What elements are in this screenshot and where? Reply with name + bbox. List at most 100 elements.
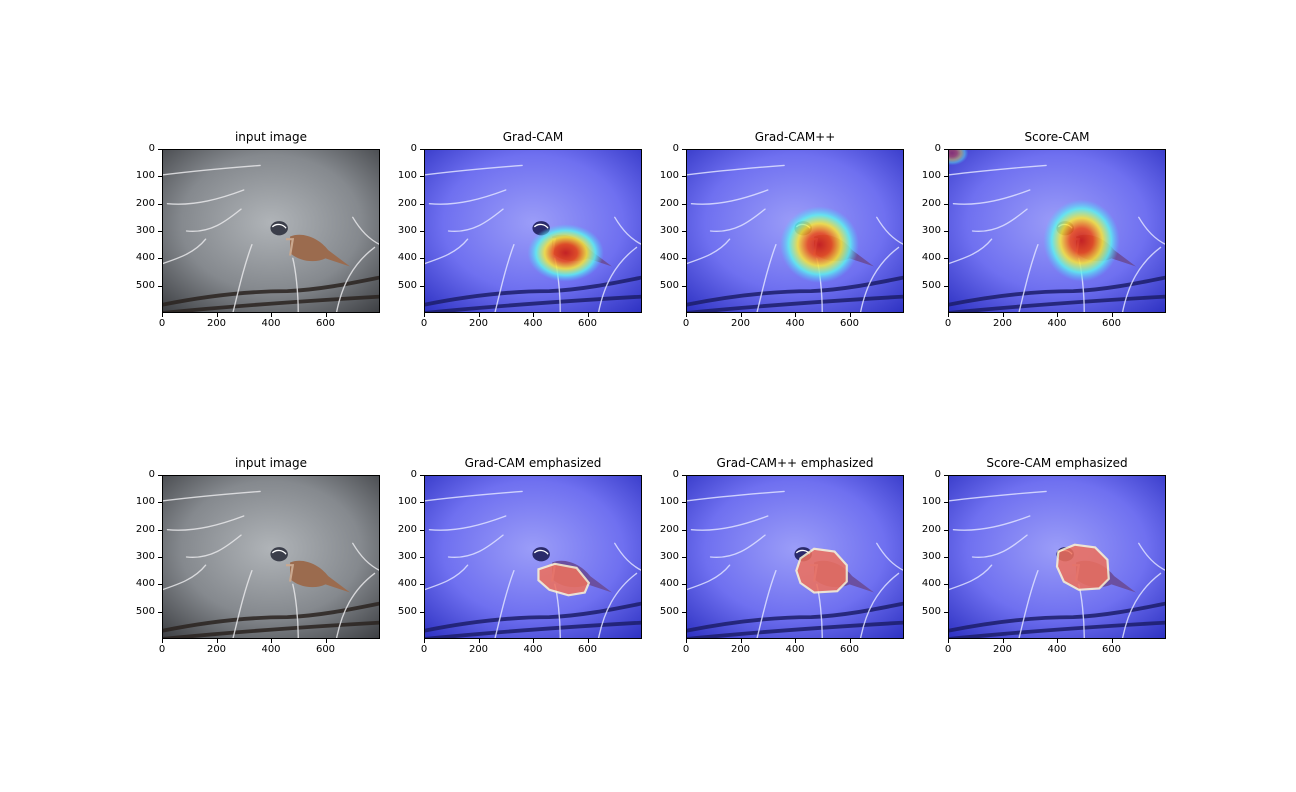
- x-tick: [216, 639, 218, 643]
- emphasized-region: [795, 547, 848, 594]
- subplot-title: input image: [234, 130, 308, 144]
- y-tick-label: 100: [397, 496, 417, 508]
- x-tick-label: 400: [1047, 644, 1067, 655]
- y-tick-label: 0: [934, 143, 941, 154]
- x-tick-label: 0: [420, 644, 428, 655]
- y-tick-label: 500: [135, 279, 155, 291]
- subplot-title: Score-CAM: [1024, 130, 1090, 144]
- x-tick: [740, 639, 742, 643]
- y-tick-label: 500: [135, 605, 155, 617]
- branch: [335, 572, 376, 639]
- x-tick-label: 600: [839, 644, 860, 655]
- branch: [424, 275, 642, 307]
- branch: [948, 164, 1047, 176]
- branch: [162, 620, 380, 639]
- y-tick: [420, 529, 424, 531]
- y-tick: [420, 203, 424, 205]
- branch: [166, 189, 245, 205]
- y-tick: [420, 556, 424, 558]
- branch: [1121, 572, 1162, 639]
- x-tick: [849, 313, 851, 317]
- branch: [709, 208, 766, 232]
- y-tick: [420, 583, 424, 585]
- x-tick: [587, 639, 589, 643]
- branch: [971, 534, 1028, 558]
- y-tick: [944, 230, 948, 232]
- y-tick-label: 500: [921, 605, 941, 617]
- subplot-7: Grad-CAM++ emphasized 0 200 400 600 0 100 200 30…: [660, 456, 904, 655]
- x-tick: [849, 639, 851, 643]
- branch: [162, 564, 207, 591]
- subplot-6: Grad-CAM emphasized 0 200 400 600 0 100 200 300 4…: [398, 456, 642, 655]
- branch: [424, 164, 523, 176]
- branch: [352, 216, 380, 246]
- y-tick-label: 300: [659, 225, 679, 236]
- cam-hotspot: [527, 224, 604, 282]
- subplot-8: Score-CAM emphasized 0 200 400 600 0 100 200 300…: [922, 456, 1166, 655]
- x-tick-label: 400: [523, 644, 543, 655]
- branch: [428, 515, 507, 531]
- y-tick-label: 400: [659, 252, 679, 264]
- x-tick: [740, 313, 742, 317]
- image-svg: [162, 149, 380, 313]
- branch: [292, 583, 299, 639]
- branch: [166, 515, 245, 531]
- branch: [424, 601, 642, 633]
- branch: [162, 238, 207, 265]
- branch: [952, 515, 1031, 531]
- branch: [952, 189, 1031, 205]
- y-tick-label: 200: [397, 197, 417, 209]
- x-tick-label: 0: [158, 644, 166, 655]
- x-tick-label: 200: [468, 318, 489, 329]
- y-tick: [944, 556, 948, 558]
- branch: [1138, 542, 1166, 572]
- y-tick-label: 400: [659, 578, 679, 590]
- y-tick: [158, 556, 162, 558]
- branch: [292, 257, 299, 313]
- x-tick-label: 600: [577, 318, 598, 329]
- x-tick-label: 200: [992, 644, 1013, 655]
- y-tick-label: 0: [410, 469, 417, 480]
- x-tick-label: 0: [682, 318, 690, 329]
- y-tick: [944, 203, 948, 205]
- x-tick: [532, 313, 534, 317]
- branch: [690, 189, 769, 205]
- x-tick: [1056, 639, 1058, 643]
- y-tick: [944, 501, 948, 503]
- y-tick: [158, 285, 162, 287]
- branch: [597, 246, 638, 313]
- y-tick-label: 400: [921, 252, 941, 264]
- branch: [971, 208, 1028, 232]
- y-tick: [158, 583, 162, 585]
- y-tick: [944, 148, 948, 150]
- image-area: [948, 149, 1166, 313]
- branch: [162, 601, 380, 633]
- cam-hotspot: [1043, 199, 1120, 282]
- branch: [756, 569, 777, 639]
- branch: [494, 569, 515, 639]
- x-tick: [947, 313, 949, 317]
- y-tick-label: 400: [135, 578, 155, 590]
- y-tick-label: 200: [659, 523, 679, 535]
- image-area: [948, 475, 1166, 639]
- branch: [686, 620, 904, 639]
- x-tick-label: 0: [944, 318, 952, 329]
- branch: [686, 164, 785, 176]
- x-tick: [423, 639, 425, 643]
- subplot-title: Grad-CAM++ emphasized: [716, 456, 874, 470]
- y-tick-label: 300: [135, 225, 155, 236]
- image-area: [424, 475, 642, 639]
- y-tick: [944, 583, 948, 585]
- y-tick-label: 300: [921, 551, 941, 562]
- x-tick: [1056, 313, 1058, 317]
- x-tick-label: 200: [992, 318, 1013, 329]
- branch: [948, 238, 993, 265]
- branch: [162, 164, 261, 176]
- image-area: [424, 149, 642, 313]
- bird: [270, 221, 351, 267]
- y-tick: [682, 148, 686, 150]
- x-tick: [270, 313, 272, 317]
- x-tick: [325, 313, 327, 317]
- branch: [686, 275, 904, 307]
- x-tick: [423, 313, 425, 317]
